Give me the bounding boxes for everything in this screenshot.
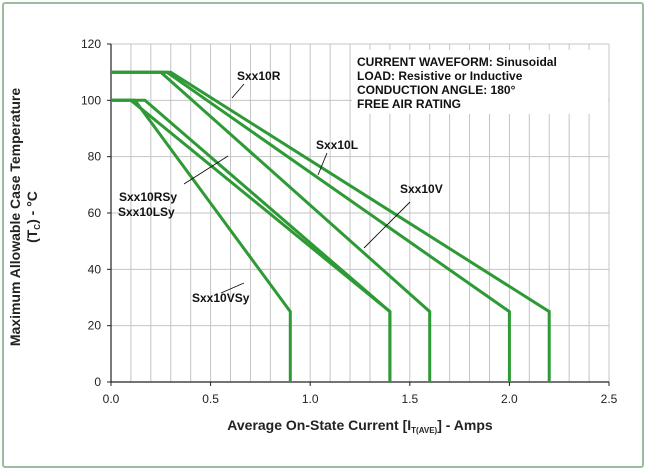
y-tick-label: 0 [94,375,101,389]
label-sxx10lsy: Sxx10LSy [118,205,175,219]
leader-vsy [220,282,245,294]
label-sxx10l: Sxx10L [316,138,358,152]
annotation-line-3: CONDUCTION ANGLE: 180° [357,83,516,97]
label-sxx10rsy: Sxx10RSy [119,190,177,204]
series-line-6 [111,98,292,382]
tick-labels: 0 20 40 60 80 100 120 0.0 0.5 1.0 1.5 2.0 2.5 [81,37,618,406]
x-tick-label: 2.0 [501,392,518,406]
y-tick-label: 40 [88,262,102,276]
annotation-line-1: CURRENT WAVEFORM: Sinusoidal [357,55,557,69]
annotation-box: CURRENT WAVEFORM: Sinusoidal LOAD: Resis… [352,50,608,114]
x-tick-label: 0.5 [202,392,219,406]
leader-l [317,152,328,176]
series-line-3 [111,70,432,382]
x-tick-label: 1.5 [401,392,418,406]
y-tick-label: 20 [88,319,102,333]
series-labels: Sxx10R Sxx10L Sxx10V Sxx10RSy Sxx10LSy S… [118,69,443,305]
label-sxx10vsy: Sxx10VSy [192,291,250,305]
annotation-background [352,50,608,114]
annotation-line-2: LOAD: Resistive or Inductive [357,69,523,83]
leader-v [363,201,411,249]
y-tick-label: 80 [88,150,102,164]
y-tick-label: 60 [88,206,102,220]
label-sxx10r: Sxx10R [237,69,281,83]
x-tick-label: 0.0 [103,392,120,406]
leader-rsy [183,155,229,185]
x-tick-label: 2.5 [601,392,618,406]
y-tick-label: 120 [81,37,101,51]
y-tick-label: 100 [81,93,101,107]
y-axis-label: Maximum Allowable Case Temperature [7,88,23,347]
label-sxx10v: Sxx10V [400,182,443,196]
leader-r [231,83,245,99]
series-lines [111,70,551,382]
annotation-line-4: FREE AIR RATING [357,97,461,111]
x-tick-label: 1.0 [302,392,319,406]
x-axis-label: Average On-State Current [IT(AVE)] - Amp… [227,417,493,435]
y-axis-label-unit: (TC) - °C [24,191,42,243]
